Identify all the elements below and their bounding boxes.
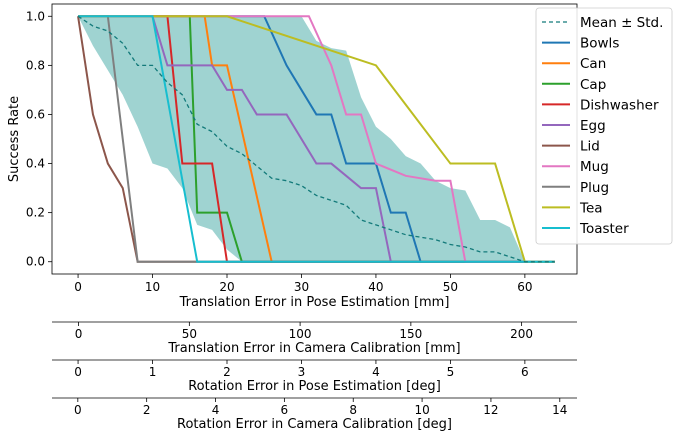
legend-label-cap: Cap [580,77,606,93]
legend-label-plug: Plug [580,180,609,196]
secondary-tick-label: 2 [223,365,231,379]
y-axis-label: Success Rate [7,96,22,182]
secondary-tick-label: 6 [521,365,529,379]
legend-label-egg: Egg [580,118,606,134]
x-tick-label: 0 [74,280,82,294]
secondary-tick-label: 14 [552,403,567,417]
secondary-tick-label: 50 [182,327,197,341]
legend-label-tea: Tea [579,200,603,216]
legend-label-bowls: Bowls [580,36,619,52]
y-tick-label: 0.8 [26,58,45,72]
x-tick-label: 60 [517,280,532,294]
legend-label-dishwasher: Dishwasher [580,97,659,113]
secondary-axis-2: 0 1 2 3 4 5 6 Rotation Error in Pose Estimation… [52,359,577,394]
secondary-tick-label: 12 [483,403,498,417]
secondary-tick-label: 0 [75,327,83,341]
legend: Mean ± Std. Bowls Can Cap Dishwasher Egg Lid Mu… [535,7,673,245]
secondary-tick-label: 3 [298,365,306,379]
legend-label-mean: Mean ± Std. [580,15,663,31]
mean-line [77,15,555,263]
secondary-tick-label: 6 [281,403,289,417]
legend-label-mug: Mug [580,159,609,175]
y-tick-label: 0.6 [26,107,45,121]
x-tick-label: 40 [368,280,383,294]
legend-label-toaster: Toaster [579,221,629,237]
secondary-axis-label: Translation Error in Camera Calibration … [167,341,460,356]
secondary-tick-label: 0 [74,403,82,417]
x-tick-label: 20 [219,280,234,294]
series-line-egg [78,15,555,263]
series-line-bowls [78,15,555,263]
x-tick-label: 10 [145,280,160,294]
secondary-tick-label: 100 [289,327,312,341]
secondary-axis-1: 0 50 100 150 200 Translation Error in Camera … [52,321,577,356]
x-tick-label: 30 [294,280,309,294]
secondary-tick-label: 8 [349,403,357,417]
legend-label-can: Can [580,56,606,72]
secondary-tick-label: 0 [74,365,82,379]
secondary-tick-label: 200 [510,327,533,341]
x-axis-label: Translation Error in Pose Estimation [mm… [179,295,450,310]
secondary-tick-label: 4 [212,403,220,417]
secondary-axis-3: 0 2 4 6 8 10 12 14 Rotation Error in Camera Cali… [52,397,577,432]
y-tick-label: 0.0 [26,255,45,269]
secondary-tick-label: 150 [399,327,422,341]
y-tick-label: 1.0 [26,9,45,23]
legend-box [535,7,673,245]
y-tick-label: 0.2 [26,206,45,220]
secondary-tick-label: 5 [447,365,455,379]
secondary-axis-label: Rotation Error in Pose Estimation [deg] [188,379,441,394]
series-line-toaster [78,15,555,263]
secondary-tick-label: 4 [372,365,380,379]
legend-label-lid: Lid [580,139,600,155]
plot-area [77,15,555,263]
x-tick-label: 50 [443,280,458,294]
secondary-tick-label: 1 [149,365,157,379]
y-tick-label: 0.4 [26,157,45,171]
secondary-tick-label: 10 [414,403,429,417]
std-band [78,16,555,262]
secondary-tick-label: 2 [143,403,151,417]
secondary-axis-label: Rotation Error in Camera Calibration [de… [177,417,452,432]
